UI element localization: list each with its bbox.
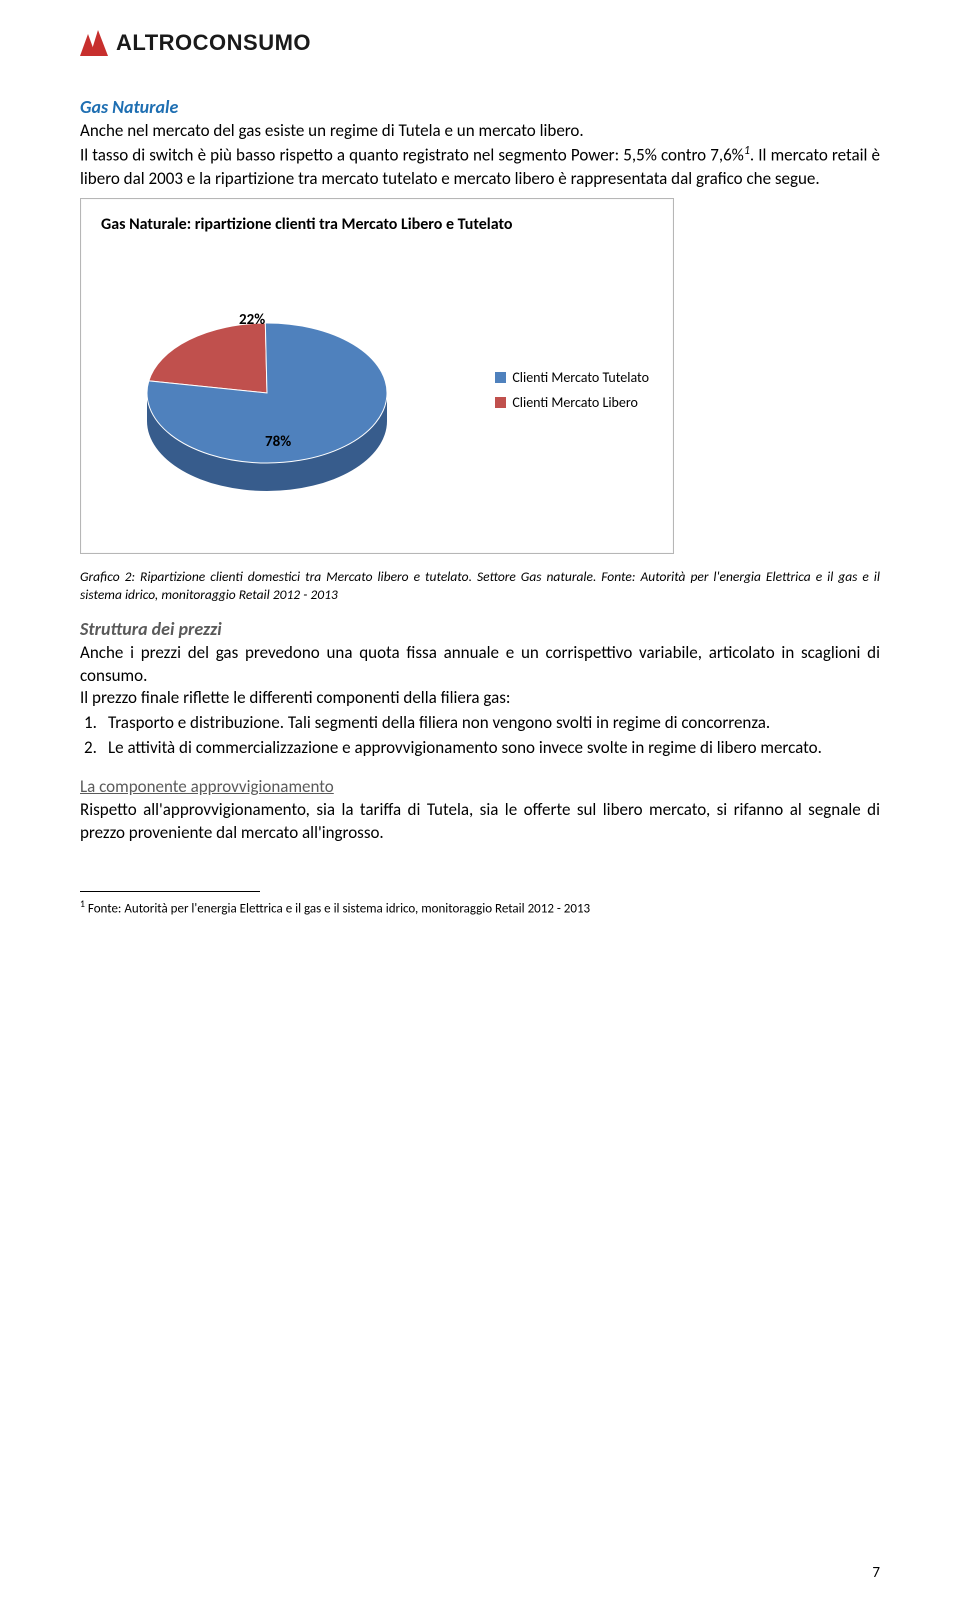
page-number: 7 [872, 1564, 880, 1582]
brand-logo: ALTROCONSUMO [80, 30, 880, 56]
pie-chart-box: Gas Naturale: ripartizione clienti tra M… [80, 198, 674, 554]
heading-struttura-prezzi: Struttura dei prezzi [80, 618, 880, 640]
chart-title: Gas Naturale: ripartizione clienti tra M… [101, 215, 521, 235]
price-components-list: Trasporto e distribuzione. Tali segmenti… [80, 712, 880, 760]
footnote-text: Fonte: Autorità per l'energia Elettrica … [85, 901, 590, 916]
legend-swatch-icon [495, 372, 506, 383]
list-item: Le attività di commercializzazione e app… [108, 737, 880, 760]
legend-item: Clienti Mercato Tutelato [495, 369, 649, 386]
heading-gas-naturale: Gas Naturale [80, 96, 880, 118]
heading-approvvigionamento: La componente approvvigionamento [80, 776, 880, 797]
chart-caption: Grafico 2: Ripartizione clienti domestic… [80, 568, 880, 603]
pie-chart: 22% 78% [137, 283, 397, 543]
intro-sentence-1: Anche nel mercato del gas esiste un regi… [80, 120, 584, 141]
logo-mark-icon [80, 30, 110, 56]
legend-label: Clienti Mercato Libero [512, 394, 638, 411]
footnote: 1 Fonte: Autorità per l'energia Elettric… [80, 898, 880, 918]
legend-item: Clienti Mercato Libero [495, 394, 649, 411]
list-item: Trasporto e distribuzione. Tali segmenti… [108, 712, 880, 735]
logo-wordmark: ALTROCONSUMO [116, 30, 311, 56]
price-structure-paragraph: Anche i prezzi del gas prevedono una quo… [80, 642, 880, 688]
legend-label: Clienti Mercato Tutelato [512, 369, 649, 386]
chart-legend: Clienti Mercato Tutelato Clienti Mercato… [495, 369, 649, 419]
intro-paragraph: Anche nel mercato del gas esiste un regi… [80, 120, 880, 190]
intro-sentence-2a: Il tasso di switch è più basso rispetto … [80, 145, 744, 166]
pie-slice-label-1: 22% [239, 311, 265, 329]
approvvigionamento-paragraph: Rispetto all'approvvigionamento, sia la … [80, 799, 880, 845]
price-components-intro: Il prezzo finale riflette le differenti … [80, 687, 880, 710]
footnote-separator [80, 891, 260, 892]
pie-slice-label-2: 78% [265, 433, 291, 451]
legend-swatch-icon [495, 397, 506, 408]
